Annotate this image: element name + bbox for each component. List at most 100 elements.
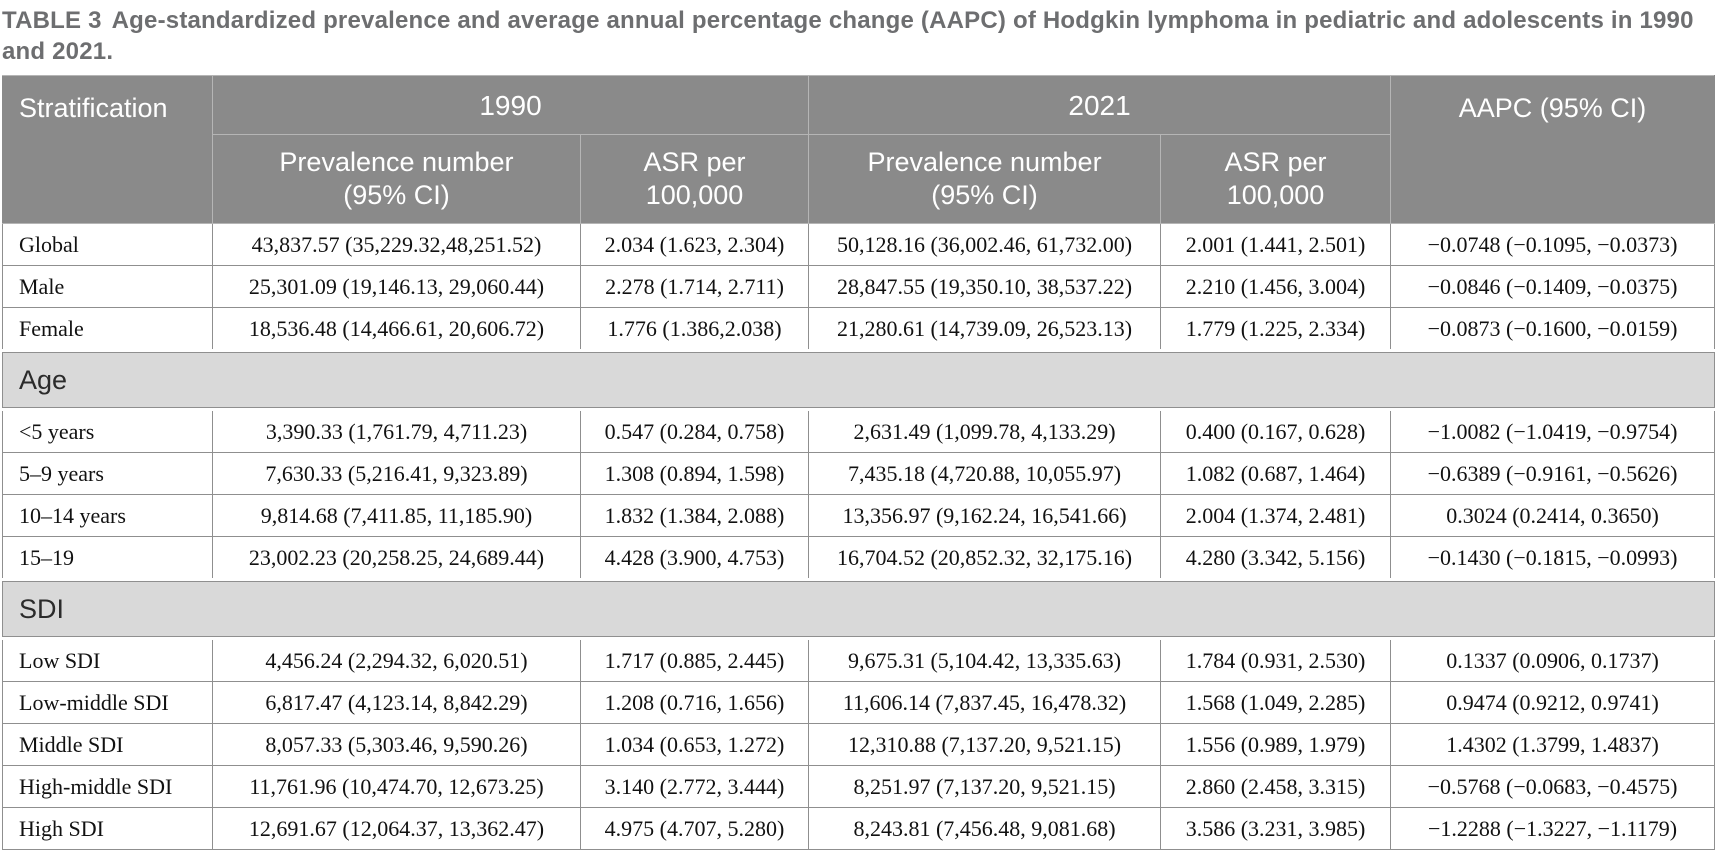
data-cell: 9,675.31 (5,104.42, 13,335.63)	[808, 638, 1162, 683]
data-cell: −0.6389 (−0.9161, −0.5626)	[1390, 452, 1716, 496]
table-header: Stratification 1990 2021 AAPC (95% CI) P…	[2, 75, 1716, 225]
data-cell: 8,057.33 (5,303.46, 9,590.26)	[212, 723, 581, 767]
data-cell: 1.4302 (1.3799, 1.4837)	[1390, 723, 1716, 767]
table-row: High-middle SDI 11,761.96 (10,474.70, 12,…	[2, 765, 1716, 809]
data-cell: 2.034 (1.623, 2.304)	[579, 223, 810, 267]
data-cell: 6,817.47 (4,123.14, 8,842.29)	[212, 681, 581, 725]
table-row: Low SDI 4,456.24 (2,294.32, 6,020.51) 1.71…	[2, 638, 1716, 683]
data-cell: 4,456.24 (2,294.32, 6,020.51)	[212, 638, 581, 683]
data-cell: 4.428 (3.900, 4.753)	[579, 536, 810, 581]
column-header-asr-2021: ASR per 100,000	[1160, 134, 1392, 225]
table-row: 15–19 23,002.23 (20,258.25, 24,689.44) 4.4…	[2, 536, 1716, 581]
table-row: 5–9 years 7,630.33 (5,216.41, 9,323.89) 1.…	[2, 452, 1716, 496]
data-cell: 8,243.81 (7,456.48, 9,081.68)	[808, 807, 1162, 850]
data-cell: 7,435.18 (4,720.88, 10,055.97)	[808, 452, 1162, 496]
data-cell: −1.0082 (−1.0419, −0.9754)	[1390, 409, 1716, 454]
data-cell: −1.2288 (−1.3227, −1.1179)	[1390, 807, 1716, 850]
table-row: High SDI 12,691.67 (12,064.37, 13,362.47)…	[2, 807, 1716, 850]
data-cell: 8,251.97 (7,137.20, 9,521.15)	[808, 765, 1162, 809]
data-cell: 1.779 (1.225, 2.334)	[1160, 307, 1392, 352]
data-cell: 1.776 (1.386,2.038)	[579, 307, 810, 352]
column-header-aapc: AAPC (95% CI)	[1390, 75, 1716, 225]
data-cell: 43,837.57 (35,229.32,48,251.52)	[212, 223, 581, 267]
data-cell: 25,301.09 (19,146.13, 29,060.44)	[212, 265, 581, 309]
row-label: High-middle SDI	[2, 765, 213, 809]
data-cell: 0.1337 (0.0906, 0.1737)	[1390, 638, 1716, 683]
row-label: Male	[2, 265, 213, 309]
table-row: Low-middle SDI 6,817.47 (4,123.14, 8,842.…	[2, 681, 1716, 725]
row-label: <5 years	[2, 409, 213, 454]
column-header-prevalence-2021: Prevalence number (95% CI)	[808, 134, 1162, 225]
row-label: 5–9 years	[2, 452, 213, 496]
data-cell: 0.400 (0.167, 0.628)	[1160, 409, 1392, 454]
column-header-asr-1990: ASR per 100,000	[579, 134, 810, 225]
data-cell: 0.547 (0.284, 0.758)	[579, 409, 810, 454]
data-cell: 1.784 (0.931, 2.530)	[1160, 638, 1392, 683]
table-row: 10–14 years 9,814.68 (7,411.85, 11,185.90…	[2, 494, 1716, 538]
table-row: Female 18,536.48 (14,466.61, 20,606.72) 1.…	[2, 307, 1716, 352]
data-cell: 7,630.33 (5,216.41, 9,323.89)	[212, 452, 581, 496]
column-header-stratification: Stratification	[2, 75, 213, 225]
section-label: SDI	[1, 578, 1716, 641]
data-cell: 2.001 (1.441, 2.501)	[1160, 223, 1392, 267]
row-label: Middle SDI	[2, 723, 213, 767]
data-cell: −0.0846 (−0.1409, −0.0375)	[1390, 265, 1716, 309]
data-cell: 1.832 (1.384, 2.088)	[579, 494, 810, 538]
data-cell: 13,356.97 (9,162.24, 16,541.66)	[808, 494, 1162, 538]
data-cell: 12,310.88 (7,137.20, 9,521.15)	[808, 723, 1162, 767]
data-cell: −0.5768 (−0.0683, −0.4575)	[1390, 765, 1716, 809]
prevalence-aapc-table: Stratification 1990 2021 AAPC (95% CI) P…	[1, 75, 1716, 850]
data-cell: 0.9474 (0.9212, 0.9741)	[1390, 681, 1716, 725]
table-row: Global 43,837.57 (35,229.32,48,251.52) 2.0…	[2, 223, 1716, 267]
data-cell: 16,704.52 (20,852.32, 32,175.16)	[808, 536, 1162, 581]
row-label: 10–14 years	[2, 494, 213, 538]
data-cell: 11,761.96 (10,474.70, 12,673.25)	[212, 765, 581, 809]
data-cell: 11,606.14 (7,837.45, 16,478.32)	[808, 681, 1162, 725]
column-header-prevalence-1990: Prevalence number (95% CI)	[212, 134, 581, 225]
section-row: SDI	[1, 578, 1716, 641]
row-label: High SDI	[2, 807, 213, 850]
table-row: Middle SDI 8,057.33 (5,303.46, 9,590.26) 1…	[2, 723, 1716, 767]
section-label: Age	[1, 349, 1716, 412]
column-group-2021: 2021	[808, 75, 1392, 136]
data-cell: −0.0748 (−0.1095, −0.0373)	[1390, 223, 1716, 267]
column-group-1990: 1990	[211, 75, 810, 136]
row-label: Global	[2, 223, 213, 267]
data-cell: 1.568 (1.049, 2.285)	[1160, 681, 1392, 725]
row-label: Low SDI	[2, 638, 213, 683]
data-cell: 2.278 (1.714, 2.711)	[579, 265, 810, 309]
row-label: 15–19	[2, 536, 213, 581]
table-caption: TABLE 3 Age-standardized prevalence and a…	[0, 0, 1716, 67]
data-cell: 50,128.16 (36,002.46, 61,732.00)	[808, 223, 1162, 267]
section-row: Age	[1, 349, 1716, 412]
data-cell: 3,390.33 (1,761.79, 4,711.23)	[212, 409, 581, 454]
data-cell: −0.0873 (−0.1600, −0.0159)	[1390, 307, 1716, 352]
data-cell: 2.860 (2.458, 3.315)	[1160, 765, 1392, 809]
data-cell: 1.308 (0.894, 1.598)	[579, 452, 810, 496]
data-cell: 4.280 (3.342, 5.156)	[1160, 536, 1392, 581]
data-cell: 2,631.49 (1,099.78, 4,133.29)	[808, 409, 1162, 454]
table-body: Global 43,837.57 (35,229.32,48,251.52) 2.0…	[1, 223, 1716, 850]
data-cell: 1.034 (0.653, 1.272)	[579, 723, 810, 767]
table-row: Male 25,301.09 (19,146.13, 29,060.44) 2.27…	[2, 265, 1716, 309]
data-cell: 3.140 (2.772, 3.444)	[579, 765, 810, 809]
data-cell: 1.556 (0.989, 1.979)	[1160, 723, 1392, 767]
data-cell: 2.210 (1.456, 3.004)	[1160, 265, 1392, 309]
data-cell: 4.975 (4.707, 5.280)	[579, 807, 810, 850]
data-cell: 3.586 (3.231, 3.985)	[1160, 807, 1392, 850]
data-cell: 1.717 (0.885, 2.445)	[579, 638, 810, 683]
data-cell: 23,002.23 (20,258.25, 24,689.44)	[212, 536, 581, 581]
data-cell: −0.1430 (−0.1815, −0.0993)	[1390, 536, 1716, 581]
data-cell: 1.208 (0.716, 1.656)	[579, 681, 810, 725]
data-cell: 2.004 (1.374, 2.481)	[1160, 494, 1392, 538]
data-cell: 1.082 (0.687, 1.464)	[1160, 452, 1392, 496]
table-row: <5 years 3,390.33 (1,761.79, 4,711.23) 0.5…	[2, 409, 1716, 454]
row-label: Low-middle SDI	[2, 681, 213, 725]
data-cell: 28,847.55 (19,350.10, 38,537.22)	[808, 265, 1162, 309]
table-number-label: TABLE 3	[2, 7, 102, 34]
data-cell: 21,280.61 (14,739.09, 26,523.13)	[808, 307, 1162, 352]
data-cell: 9,814.68 (7,411.85, 11,185.90)	[212, 494, 581, 538]
data-cell: 12,691.67 (12,064.37, 13,362.47)	[212, 807, 581, 850]
data-cell: 18,536.48 (14,466.61, 20,606.72)	[212, 307, 581, 352]
